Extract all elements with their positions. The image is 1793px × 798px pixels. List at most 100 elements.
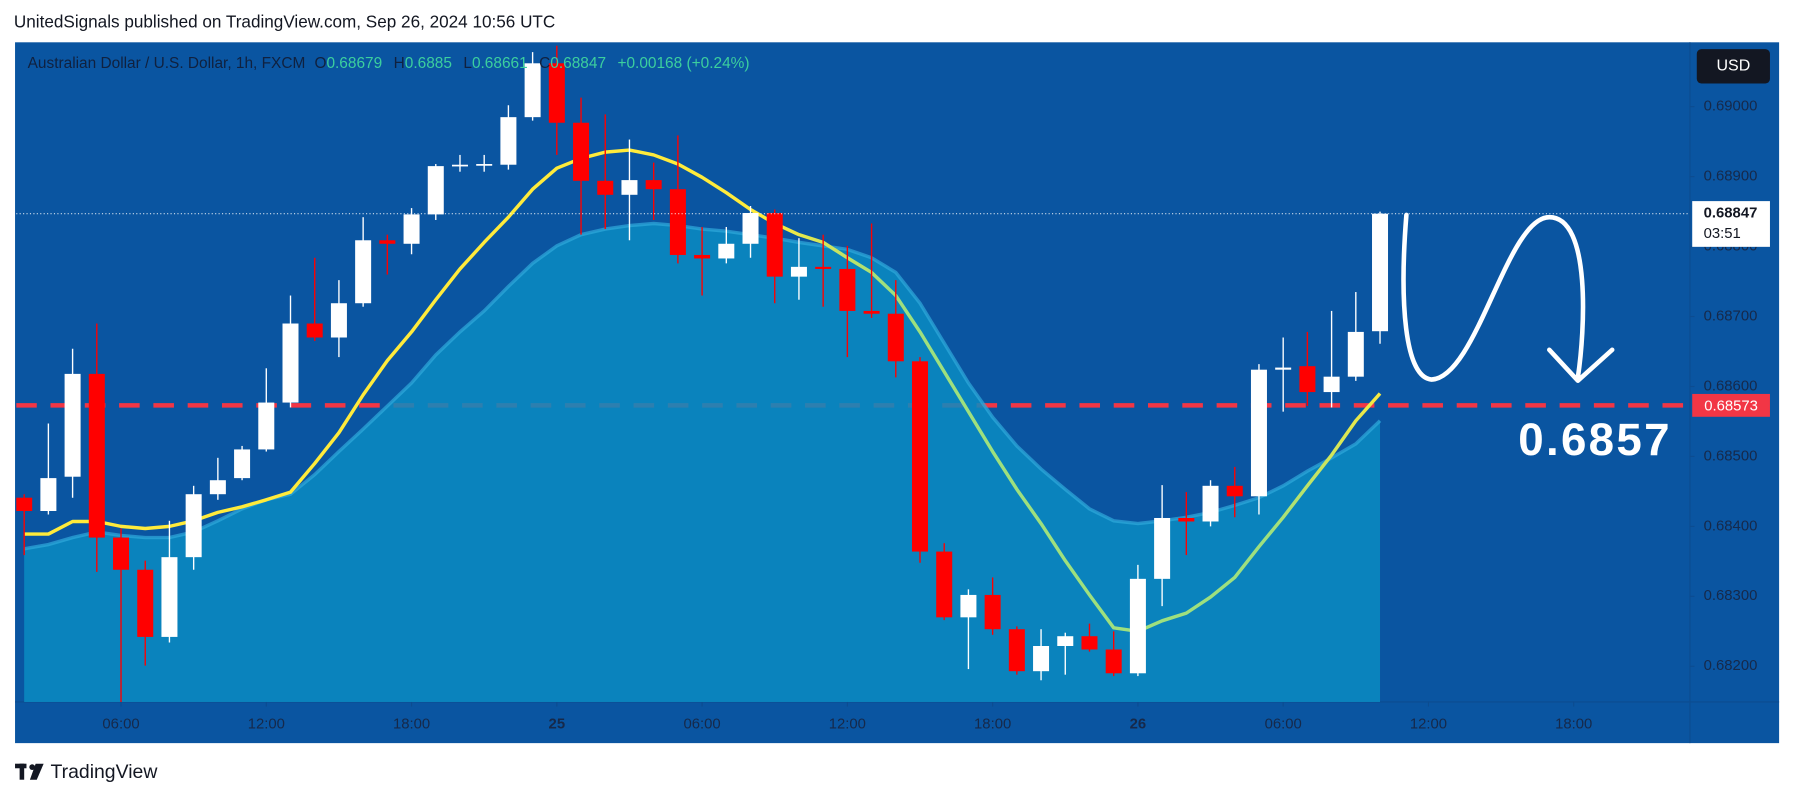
candle-body [1178, 517, 1195, 522]
candle-body [1299, 366, 1316, 393]
candle-body [1008, 629, 1025, 672]
x-tick-label: 06:00 [684, 717, 721, 733]
legend-ohlc-label: O [314, 55, 326, 72]
y-tick-label: 0.68300 [1704, 588, 1758, 604]
candle-body [137, 569, 154, 637]
hand-drawn-arrow [1401, 212, 1615, 383]
x-tick-label: 18:00 [974, 717, 1011, 733]
candle-body [330, 303, 347, 338]
level-label-box [1692, 393, 1770, 417]
level-label: 0.68573 [1704, 398, 1758, 414]
currency-button[interactable] [1696, 49, 1770, 84]
candle-body [1250, 369, 1267, 497]
candle-body [911, 361, 929, 552]
candle-body [524, 63, 541, 118]
legend-ohlc-label: H [394, 55, 405, 72]
candle-body [355, 240, 372, 304]
candle-body [597, 180, 614, 195]
currency-label[interactable]: USD [1716, 58, 1750, 75]
plot-area [16, 45, 1690, 702]
candle-body [1129, 578, 1146, 674]
candle-body [476, 164, 493, 166]
candle-body [887, 313, 904, 362]
candle-body [306, 323, 323, 338]
candle-body [1081, 636, 1098, 650]
candle-body [1347, 331, 1364, 377]
legend-ohlc-label: C [539, 55, 550, 72]
moving-average [24, 148, 1382, 634]
candle-body [669, 189, 686, 255]
countdown-label: 03:51 [1704, 226, 1741, 242]
candle-body [1057, 636, 1074, 647]
area-fill [24, 223, 1381, 702]
candle-body [258, 402, 275, 450]
y-tick-label: 0.68900 [1704, 169, 1758, 185]
x-tick-label: 12:00 [829, 717, 866, 733]
footer-brand: TradingView [50, 761, 158, 783]
candle-body [1105, 649, 1122, 674]
candle-body [500, 117, 517, 165]
candle-body [282, 323, 299, 403]
candle-body [1323, 376, 1340, 393]
candle-body [40, 478, 57, 511]
legend-ohlc-value: 0.68661 [472, 55, 528, 72]
candle-body [113, 537, 130, 570]
legend-change: +0.00168 (+0.24%) [617, 55, 749, 72]
y-tick-label: 0.69000 [1704, 99, 1758, 115]
candle-body [234, 449, 251, 479]
y-tick-label: 0.68200 [1704, 658, 1758, 674]
x-tick-label: 25 [549, 717, 566, 733]
legend-title: Australian Dollar / U.S. Dollar, 1h, FXC… [28, 55, 306, 72]
tradingview-logo [15, 763, 44, 780]
y-tick-label: 0.68700 [1704, 308, 1758, 324]
level-annotation: 0.6857 [1518, 414, 1672, 465]
x-tick-label: 06:00 [1265, 717, 1302, 733]
candle-body [1372, 213, 1389, 332]
y-tick-label: 0.68400 [1704, 518, 1758, 534]
legend-ohlc-value: 0.6885 [405, 55, 452, 72]
candle-body [645, 180, 662, 190]
candle-body [766, 212, 783, 277]
candle-body [379, 240, 396, 244]
candle-body [984, 594, 1001, 630]
x-tick-label: 12:00 [1410, 717, 1447, 733]
price-label-box [1692, 201, 1770, 247]
candle-body [88, 373, 105, 538]
legend-ohlc-value: 0.68679 [326, 55, 382, 72]
candle-body [839, 268, 856, 311]
candle-body [1226, 485, 1243, 497]
y-tick-label: 0.68500 [1704, 448, 1758, 464]
x-tick-label: 12:00 [248, 717, 285, 733]
axes: 0.690000.689000.688000.687000.686000.685… [28, 55, 1770, 733]
candle-body [427, 166, 444, 215]
x-tick-label: 26 [1130, 717, 1147, 733]
candle-body [1154, 517, 1171, 579]
candle-body [16, 497, 33, 511]
candle-body [403, 214, 420, 244]
candle-body [1033, 646, 1050, 672]
legend-ohlc-label: L [463, 55, 472, 72]
candle-body [1202, 485, 1219, 522]
candle-body [161, 557, 178, 637]
x-tick-label: 18:00 [393, 717, 430, 733]
candle-body [718, 243, 735, 259]
candle-body [185, 494, 202, 558]
price-label: 0.68847 [1704, 206, 1758, 222]
candle-body [64, 373, 81, 477]
candle-body [209, 480, 226, 495]
candle-body [936, 551, 953, 618]
y-tick-label: 0.68600 [1704, 378, 1758, 394]
candle-body [790, 266, 807, 277]
candle-body [960, 594, 977, 618]
x-tick-label: 06:00 [102, 717, 139, 733]
candle-body [863, 310, 880, 314]
candle-body [573, 122, 590, 181]
legend: Australian Dollar / U.S. Dollar, 1h, FXC… [28, 55, 750, 72]
candle-body [742, 212, 759, 244]
x-tick-label: 18:00 [1555, 717, 1592, 733]
candle-body [621, 180, 638, 195]
candle-body [548, 63, 565, 123]
candle-body [815, 266, 832, 269]
